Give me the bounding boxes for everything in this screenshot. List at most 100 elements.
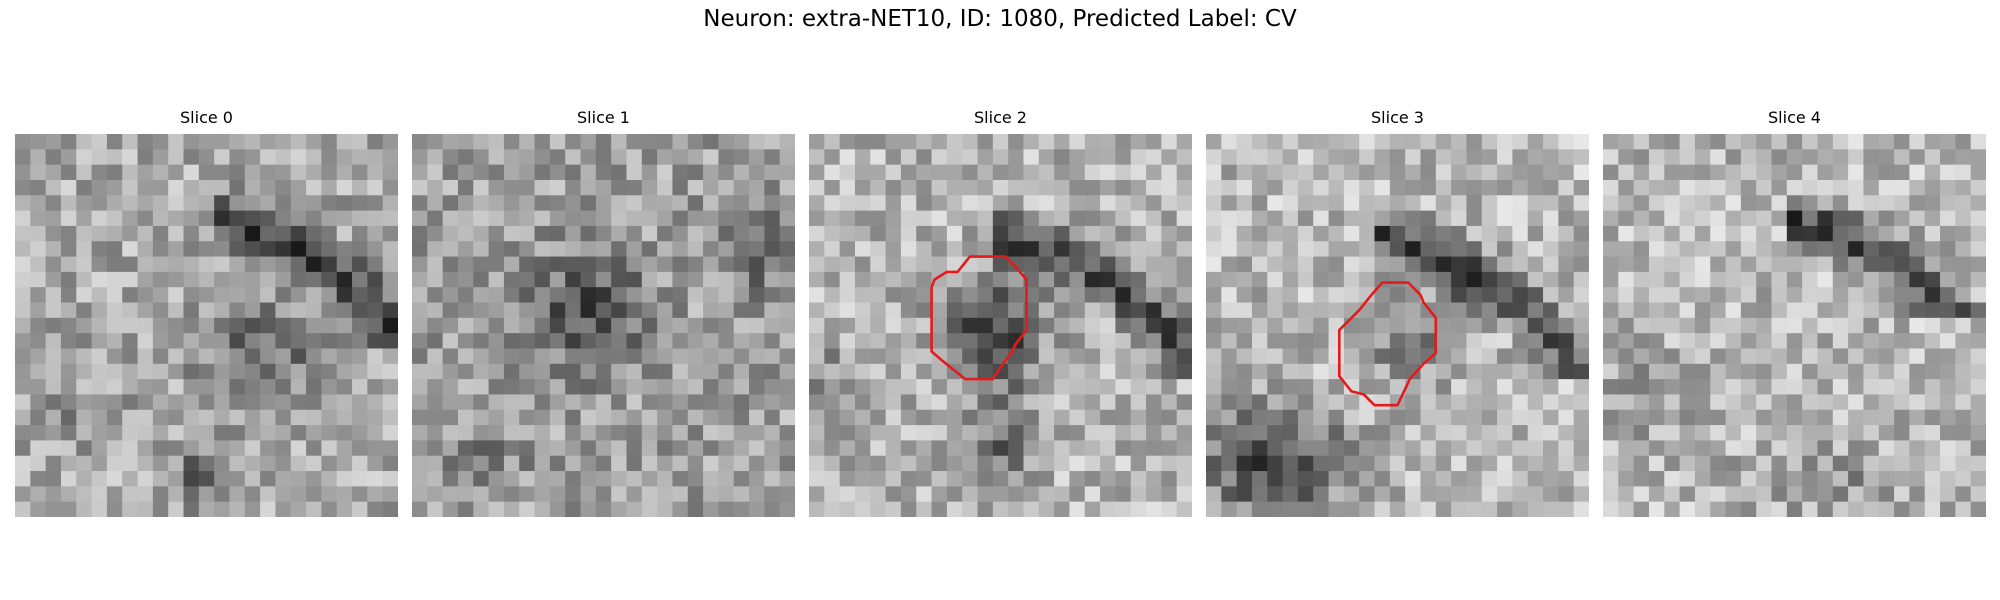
pixel xyxy=(1161,379,1177,395)
pixel xyxy=(76,318,92,334)
pixel xyxy=(1252,287,1268,303)
pixel xyxy=(749,379,765,395)
pixel xyxy=(1177,471,1192,487)
pixel xyxy=(1710,134,1726,150)
pixel xyxy=(962,272,978,288)
pixel xyxy=(412,486,428,502)
pixel xyxy=(1894,272,1910,288)
pixel xyxy=(1618,440,1634,456)
pixel xyxy=(1574,456,1589,472)
pixel xyxy=(15,149,31,165)
pixel xyxy=(1741,180,1757,196)
pixel xyxy=(596,379,612,395)
pixel xyxy=(1680,333,1696,349)
pixel xyxy=(1528,456,1544,472)
pixel xyxy=(1726,149,1742,165)
pixel xyxy=(367,195,383,211)
pixel xyxy=(672,486,688,502)
pixel xyxy=(321,257,337,273)
pixel xyxy=(1252,379,1268,395)
pixel xyxy=(1618,149,1634,165)
pixel xyxy=(1375,486,1391,502)
pixel xyxy=(1466,149,1482,165)
pixel xyxy=(1497,149,1513,165)
pixel xyxy=(306,333,322,349)
pixel xyxy=(122,241,138,257)
pixel xyxy=(1863,257,1879,273)
pixel xyxy=(1023,241,1039,257)
pixel xyxy=(550,226,566,242)
pixel xyxy=(962,333,978,349)
pixel xyxy=(1695,303,1711,319)
pixel xyxy=(30,471,46,487)
pixel xyxy=(1436,364,1452,380)
pixel xyxy=(657,502,673,517)
pixel xyxy=(550,211,566,227)
pixel xyxy=(61,318,77,334)
pixel xyxy=(1054,226,1070,242)
pixel xyxy=(1618,364,1634,380)
pixel xyxy=(168,318,184,334)
pixel xyxy=(1543,195,1559,211)
pixel xyxy=(1054,425,1070,441)
pixel xyxy=(688,364,704,380)
pixel xyxy=(932,211,948,227)
pixel xyxy=(1451,456,1467,472)
pixel xyxy=(581,471,597,487)
pixel xyxy=(443,287,459,303)
pixel xyxy=(1649,425,1665,441)
pixel xyxy=(703,211,719,227)
pixel xyxy=(1543,303,1559,319)
pixel xyxy=(1558,394,1574,410)
pixel xyxy=(993,134,1009,150)
pixel xyxy=(1726,394,1742,410)
pixel xyxy=(138,333,154,349)
pixel xyxy=(291,425,307,441)
pixel xyxy=(443,226,459,242)
pixel xyxy=(916,486,932,502)
pixel xyxy=(642,195,658,211)
pixel xyxy=(1420,471,1436,487)
pixel xyxy=(1313,425,1329,441)
pixel xyxy=(581,318,597,334)
pixel xyxy=(168,195,184,211)
pixel xyxy=(443,303,459,319)
pixel xyxy=(809,486,825,502)
pixel xyxy=(245,180,261,196)
pixel xyxy=(962,195,978,211)
pixel xyxy=(1085,241,1101,257)
pixel xyxy=(153,149,169,165)
pixel xyxy=(427,486,443,502)
pixel xyxy=(1955,211,1971,227)
pixel xyxy=(626,211,642,227)
pixel xyxy=(642,149,658,165)
pixel xyxy=(672,165,688,181)
pixel xyxy=(688,134,704,150)
pixel xyxy=(535,471,551,487)
pixel xyxy=(443,318,459,334)
pixel xyxy=(1909,379,1925,395)
pixel xyxy=(275,241,291,257)
pixel xyxy=(1146,149,1162,165)
pixel xyxy=(1894,456,1910,472)
pixel xyxy=(1329,180,1345,196)
pixel xyxy=(275,486,291,502)
pixel xyxy=(1313,471,1329,487)
pixel xyxy=(1390,165,1406,181)
pixel xyxy=(1741,333,1757,349)
pixel xyxy=(383,303,398,319)
pixel xyxy=(916,180,932,196)
pixel xyxy=(1008,486,1024,502)
pixel xyxy=(1695,348,1711,364)
pixel xyxy=(1787,195,1803,211)
pixel xyxy=(1940,272,1956,288)
pixel xyxy=(245,241,261,257)
pixel xyxy=(1772,241,1788,257)
pixel xyxy=(92,180,108,196)
pixel xyxy=(504,134,520,150)
pixel xyxy=(1726,241,1742,257)
pixel xyxy=(30,272,46,288)
pixel xyxy=(1451,440,1467,456)
pixel xyxy=(1863,211,1879,227)
pixel xyxy=(1100,440,1116,456)
